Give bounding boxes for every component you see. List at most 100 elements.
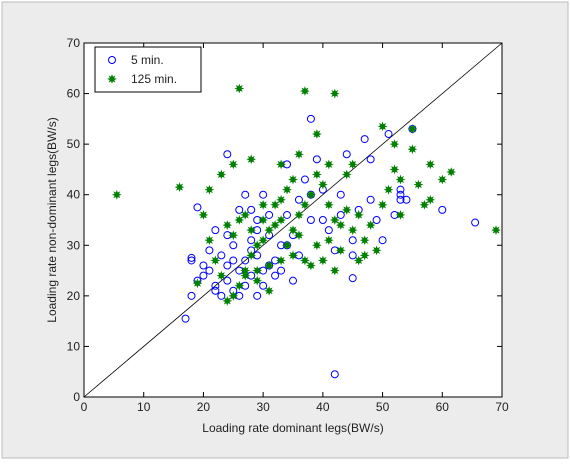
point	[299, 86, 310, 96]
point	[228, 291, 239, 301]
point	[437, 174, 448, 185]
point	[372, 216, 381, 224]
point	[240, 209, 251, 220]
point	[246, 225, 257, 235]
point	[240, 270, 251, 281]
point	[300, 175, 309, 184]
point	[353, 210, 364, 220]
point	[282, 240, 292, 251]
point	[210, 255, 221, 266]
point	[234, 280, 245, 291]
point	[211, 226, 220, 235]
point	[223, 276, 232, 285]
point	[216, 270, 227, 281]
y-tick-label: 30	[67, 238, 81, 252]
point	[205, 266, 214, 275]
y-tick-label: 60	[67, 87, 81, 101]
point	[384, 130, 393, 139]
point	[371, 245, 382, 256]
y-tick-label: 40	[67, 188, 81, 202]
x-tick-label: 30	[256, 400, 270, 414]
point	[318, 255, 328, 266]
point	[378, 236, 387, 245]
point	[342, 150, 351, 159]
point	[241, 190, 250, 199]
legend-label: 125 min.	[131, 72, 177, 86]
point	[383, 184, 394, 195]
point	[198, 209, 209, 220]
point	[329, 88, 340, 99]
x-tick-label: 60	[436, 400, 450, 414]
point	[312, 155, 321, 164]
point	[217, 291, 226, 300]
x-tick-label: 50	[376, 400, 390, 414]
point	[360, 135, 369, 144]
x-tick-label: 20	[197, 400, 211, 414]
point	[288, 225, 298, 235]
y-tick-label: 10	[67, 339, 81, 353]
point	[211, 281, 220, 290]
point	[289, 276, 297, 285]
point	[396, 195, 405, 204]
point	[312, 129, 322, 139]
x-tick-label: 0	[81, 400, 88, 414]
point	[312, 169, 322, 180]
point	[229, 241, 238, 250]
point	[318, 216, 327, 224]
point	[407, 124, 418, 134]
point	[377, 199, 388, 210]
point	[341, 205, 352, 215]
point	[258, 235, 268, 246]
point	[288, 174, 298, 185]
point	[283, 210, 292, 219]
point	[377, 121, 388, 132]
point	[199, 271, 208, 280]
point	[271, 271, 280, 280]
point	[395, 210, 406, 220]
point	[425, 194, 436, 205]
point	[323, 199, 334, 210]
point	[174, 182, 185, 192]
point	[282, 184, 292, 195]
point	[366, 155, 375, 164]
point	[270, 199, 281, 210]
point	[323, 159, 334, 170]
point	[306, 260, 316, 271]
point	[330, 370, 339, 379]
point	[199, 261, 208, 270]
point	[187, 253, 196, 262]
point	[276, 159, 287, 170]
legend-box	[94, 46, 202, 93]
point	[336, 210, 345, 219]
point	[247, 205, 256, 214]
point	[341, 169, 352, 180]
point	[365, 220, 376, 231]
point	[229, 256, 238, 265]
point	[258, 199, 268, 210]
point	[234, 83, 245, 94]
point	[299, 255, 310, 266]
y-axis-label: Loading rate non-dominant legs(BW/s)	[45, 117, 59, 322]
point	[329, 215, 340, 225]
point	[235, 205, 244, 214]
point	[306, 114, 315, 123]
point	[181, 314, 190, 323]
point	[259, 281, 268, 290]
point	[318, 179, 328, 190]
point	[222, 296, 233, 306]
point	[419, 199, 430, 210]
point	[223, 261, 232, 270]
legend-marker	[108, 56, 116, 64]
x-tick-label: 40	[316, 400, 330, 414]
point	[228, 159, 239, 170]
point	[396, 185, 405, 194]
point	[205, 246, 214, 255]
point	[234, 215, 245, 225]
y-tick-label: 20	[67, 289, 81, 303]
point	[264, 260, 274, 271]
point	[246, 250, 257, 261]
point	[187, 256, 196, 265]
point	[247, 236, 256, 245]
point	[471, 218, 480, 227]
